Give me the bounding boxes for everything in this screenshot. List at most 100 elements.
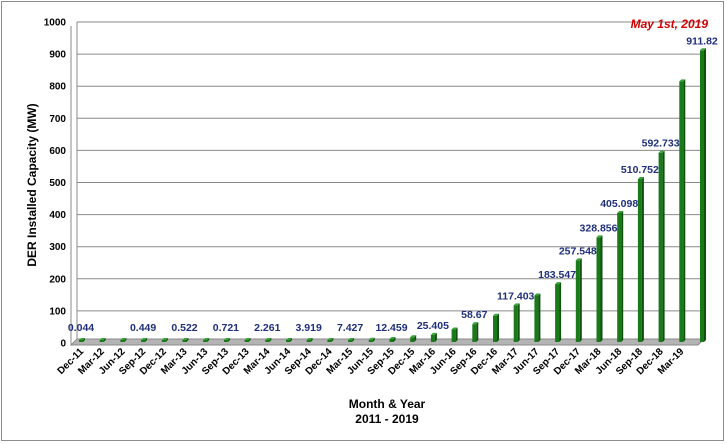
bar <box>700 50 704 342</box>
bar <box>223 340 228 342</box>
bar <box>348 340 353 342</box>
bar-side <box>497 313 499 342</box>
bar-top <box>451 327 458 330</box>
bar <box>141 340 146 342</box>
bars <box>79 48 706 342</box>
bar-top <box>596 235 603 238</box>
bar-top <box>120 338 127 340</box>
bar-side <box>579 258 582 342</box>
bar-top <box>555 282 562 285</box>
bar-top <box>410 335 417 338</box>
y-axis-title: DER Installed Capacity (MW) <box>25 103 39 266</box>
y-tick-label: 300 <box>49 242 66 253</box>
bar-top <box>244 338 251 340</box>
bar-side <box>372 337 375 342</box>
bar <box>368 339 373 342</box>
bar <box>617 212 622 342</box>
data-label: 0.449 <box>130 322 156 334</box>
bar <box>637 179 642 342</box>
bar-top <box>182 338 189 340</box>
y-tick-label: 100 <box>49 306 66 317</box>
y-tick-label: 1000 <box>44 18 67 29</box>
bar <box>658 152 663 342</box>
bar-side <box>621 210 624 342</box>
bar-side <box>517 303 520 342</box>
bar <box>306 340 311 342</box>
chart-floor <box>69 22 706 346</box>
data-label: 0.044 <box>68 322 94 334</box>
data-label: 3.919 <box>296 322 322 334</box>
bar-top <box>700 48 706 51</box>
bar <box>513 305 518 342</box>
y-tick-label: 500 <box>49 178 66 189</box>
bar-top <box>348 338 355 340</box>
bar <box>410 337 415 342</box>
data-label: 405.098 <box>600 198 638 210</box>
bar <box>451 329 456 342</box>
bar <box>389 339 394 342</box>
data-label: 25.405 <box>417 320 449 332</box>
bar-top <box>389 337 396 340</box>
bar-top <box>141 338 148 340</box>
bar-top <box>472 322 479 325</box>
data-label: 328.856 <box>580 222 618 234</box>
y-tick-label: 0 <box>60 339 66 350</box>
gridlines <box>77 21 704 312</box>
bar-top <box>493 313 499 316</box>
bar-side <box>186 338 189 342</box>
data-label: 0.522 <box>171 322 197 334</box>
data-label: 117.403 <box>497 290 535 302</box>
bar-side <box>331 338 334 342</box>
bar-top <box>265 338 272 340</box>
bar <box>555 284 560 342</box>
bar <box>99 340 104 342</box>
bar-top <box>203 338 210 340</box>
bar <box>244 340 249 342</box>
bar-side <box>600 235 603 342</box>
bar <box>182 340 187 342</box>
bar-top <box>637 177 644 180</box>
data-label: 592.733 <box>642 138 680 150</box>
bar <box>575 260 580 342</box>
bar-side <box>455 327 458 342</box>
data-label: 7.427 <box>337 322 363 334</box>
bar-side <box>207 338 210 342</box>
bar-top <box>79 338 85 340</box>
bar-side <box>434 332 437 342</box>
bar-side <box>165 338 168 342</box>
y-tick-label: 900 <box>49 50 66 61</box>
data-labels: 0.044 0.449 0.522 0.721 2.261 3.919 7.427 12.45… <box>68 35 718 334</box>
bar-side <box>290 338 292 342</box>
y-tick-label: 800 <box>49 82 66 93</box>
bar-top <box>327 338 334 340</box>
bar-top <box>679 79 686 82</box>
bar-side <box>683 79 686 342</box>
bar <box>596 237 601 342</box>
bar <box>203 340 208 342</box>
data-label: 58.67 <box>461 309 487 321</box>
bar-side <box>145 338 148 342</box>
x-axis-subtitle: 2011 - 2019 <box>355 412 419 426</box>
bar-side <box>227 338 230 342</box>
bar <box>79 340 83 342</box>
bar-side <box>414 335 417 342</box>
bar-side <box>662 150 665 342</box>
bar <box>430 334 435 342</box>
bar-side <box>124 338 127 342</box>
bar <box>286 340 290 342</box>
bar <box>493 315 497 342</box>
bar-side <box>641 177 644 342</box>
bar-side <box>538 293 541 342</box>
y-tick-label: 600 <box>49 146 66 157</box>
bar-side <box>393 337 396 342</box>
annotation: May 1st, 2019 <box>631 17 709 31</box>
bar <box>534 295 539 342</box>
x-axis-title: Month & Year <box>349 397 426 411</box>
bar-side <box>103 338 106 342</box>
data-label: 183.547 <box>538 269 576 281</box>
bar-side <box>248 338 251 342</box>
bar <box>161 340 166 342</box>
bar-side <box>310 338 313 342</box>
